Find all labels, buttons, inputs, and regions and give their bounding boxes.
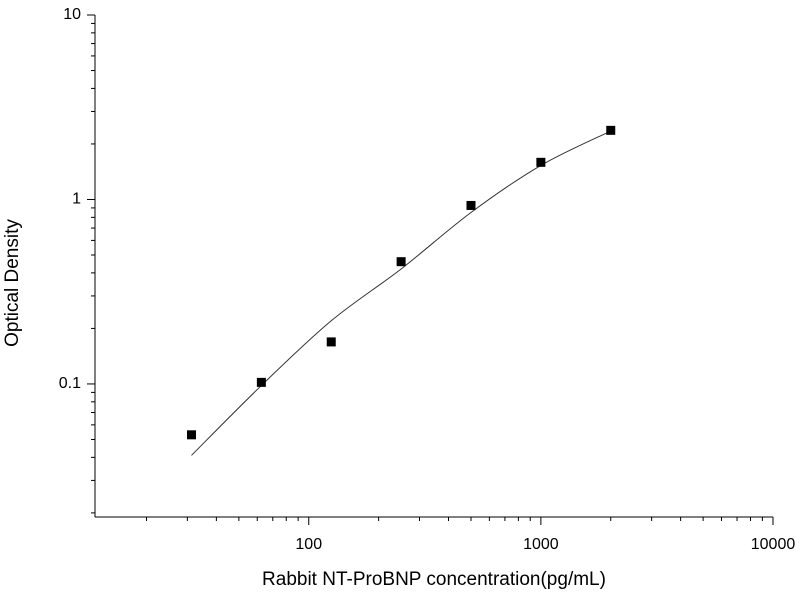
x-tick-label: 1000 bbox=[523, 536, 559, 553]
x-tick-label: 100 bbox=[295, 536, 322, 553]
y-axis-title: Optical Density bbox=[2, 219, 23, 347]
data-point bbox=[256, 377, 266, 387]
x-axis-title: Rabbit NT-ProBNP concentration(pg/mL) bbox=[262, 569, 606, 590]
data-point bbox=[326, 337, 336, 347]
data-point bbox=[186, 430, 196, 440]
y-tick-label: 0.1 bbox=[59, 375, 81, 392]
y-tick-label: 10 bbox=[63, 6, 81, 23]
data-point bbox=[466, 200, 476, 210]
data-point bbox=[536, 157, 546, 167]
data-point bbox=[606, 125, 616, 135]
data-point bbox=[396, 257, 406, 267]
y-tick-label: 1 bbox=[72, 191, 81, 208]
x-tick-label: 10000 bbox=[751, 536, 796, 553]
